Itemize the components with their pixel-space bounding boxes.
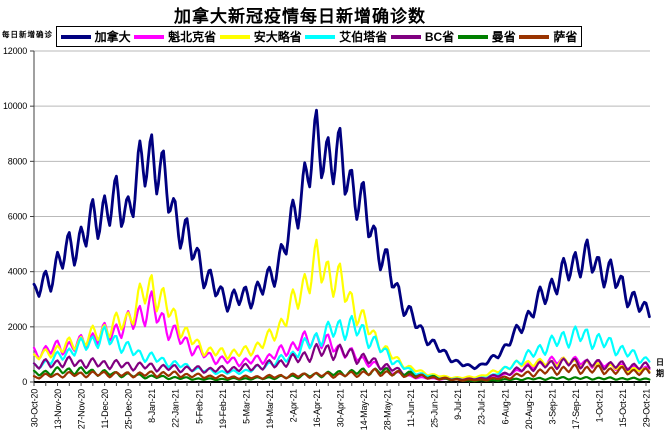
legend-label-bc: BC省 [424, 29, 455, 44]
legend-item-quebec: 魁北克省 [134, 31, 216, 43]
legend-swatch-alberta [305, 34, 336, 39]
svg-text:19-Feb-21: 19-Feb-21 [218, 389, 228, 429]
chart-title: 加拿大新冠疫情每日新增确诊数 [174, 7, 426, 26]
svg-text:25-Dec-20: 25-Dec-20 [124, 389, 134, 429]
legend-label-manitoba: 曼省 [491, 29, 516, 44]
legend: 加拿大 魁北克省 安大略省 艾伯塔省 BC省 曼省 萨省 [56, 26, 582, 47]
svg-text:27-Nov-20: 27-Nov-20 [77, 389, 87, 429]
svg-text:30-Oct-20: 30-Oct-20 [30, 389, 40, 427]
svg-text:1-Oct-21: 1-Oct-21 [594, 389, 604, 423]
svg-text:25-Jun-21: 25-Jun-21 [430, 389, 440, 428]
svg-text:0: 0 [22, 377, 27, 387]
svg-text:20-Aug-21: 20-Aug-21 [524, 389, 534, 429]
legend-swatch-canada [60, 34, 91, 39]
svg-text:6000: 6000 [8, 212, 27, 222]
svg-text:10000: 10000 [3, 101, 27, 111]
svg-text:16-Apr-21: 16-Apr-21 [312, 389, 322, 427]
svg-text:5-Feb-21: 5-Feb-21 [194, 389, 204, 424]
legend-item-bc: BC省 [390, 29, 455, 44]
legend-item-ontario: 安大略省 [219, 29, 302, 44]
legend-swatch-quebec [134, 34, 165, 39]
legend-label-canada: 加拿大 [94, 29, 131, 44]
svg-text:8-Jan-21: 8-Jan-21 [147, 389, 157, 423]
legend-swatch-manitoba [457, 34, 488, 39]
svg-text:5-Mar-21: 5-Mar-21 [241, 389, 251, 424]
svg-text:11-Jun-21: 11-Jun-21 [406, 389, 416, 427]
svg-text:4000: 4000 [8, 267, 27, 277]
legend-swatch-ontario [219, 34, 250, 39]
legend-item-saskatchewan: 萨省 [519, 31, 577, 43]
legend-item-canada: 加拿大 [60, 29, 131, 44]
legend-item-alberta: 艾伯塔省 [305, 31, 387, 43]
svg-text:28-May-21: 28-May-21 [383, 389, 393, 430]
svg-text:6-Aug-21: 6-Aug-21 [500, 389, 510, 425]
svg-text:9-Jul-21: 9-Jul-21 [453, 389, 463, 420]
svg-text:2-Apr-21: 2-Apr-21 [288, 389, 298, 423]
svg-text:23-Jul-21: 23-Jul-21 [477, 389, 487, 425]
svg-text:30-Apr-21: 30-Apr-21 [336, 389, 346, 427]
svg-text:14-May-21: 14-May-21 [359, 389, 369, 430]
svg-text:12000: 12000 [3, 46, 27, 56]
legend-item-manitoba: 曼省 [457, 29, 516, 44]
svg-text:15-Oct-21: 15-Oct-21 [618, 389, 628, 427]
legend-label-saskatchewan: 萨省 [553, 29, 578, 44]
svg-text:2000: 2000 [8, 322, 27, 332]
legend-swatch-saskatchewan [519, 34, 550, 39]
svg-text:19-Mar-21: 19-Mar-21 [265, 389, 275, 429]
y-axis-label: 每日新增确诊 [2, 30, 53, 39]
legend-label-quebec: 魁北克省 [168, 29, 217, 44]
legend-swatch-bc [390, 34, 421, 39]
legend-label-alberta: 艾伯塔省 [339, 29, 388, 44]
legend-label-ontario: 安大略省 [253, 29, 302, 44]
svg-text:17-Sep-21: 17-Sep-21 [571, 389, 581, 429]
x-axis-title: 日期 [656, 358, 664, 378]
svg-text:3-Sep-21: 3-Sep-21 [547, 389, 557, 425]
svg-text:29-Oct-21: 29-Oct-21 [642, 389, 652, 427]
svg-text:11-Dec-20: 11-Dec-20 [100, 389, 110, 429]
svg-text:13-Nov-20: 13-Nov-20 [53, 389, 63, 429]
svg-text:8000: 8000 [8, 156, 27, 166]
svg-text:22-Jan-21: 22-Jan-21 [171, 389, 181, 428]
